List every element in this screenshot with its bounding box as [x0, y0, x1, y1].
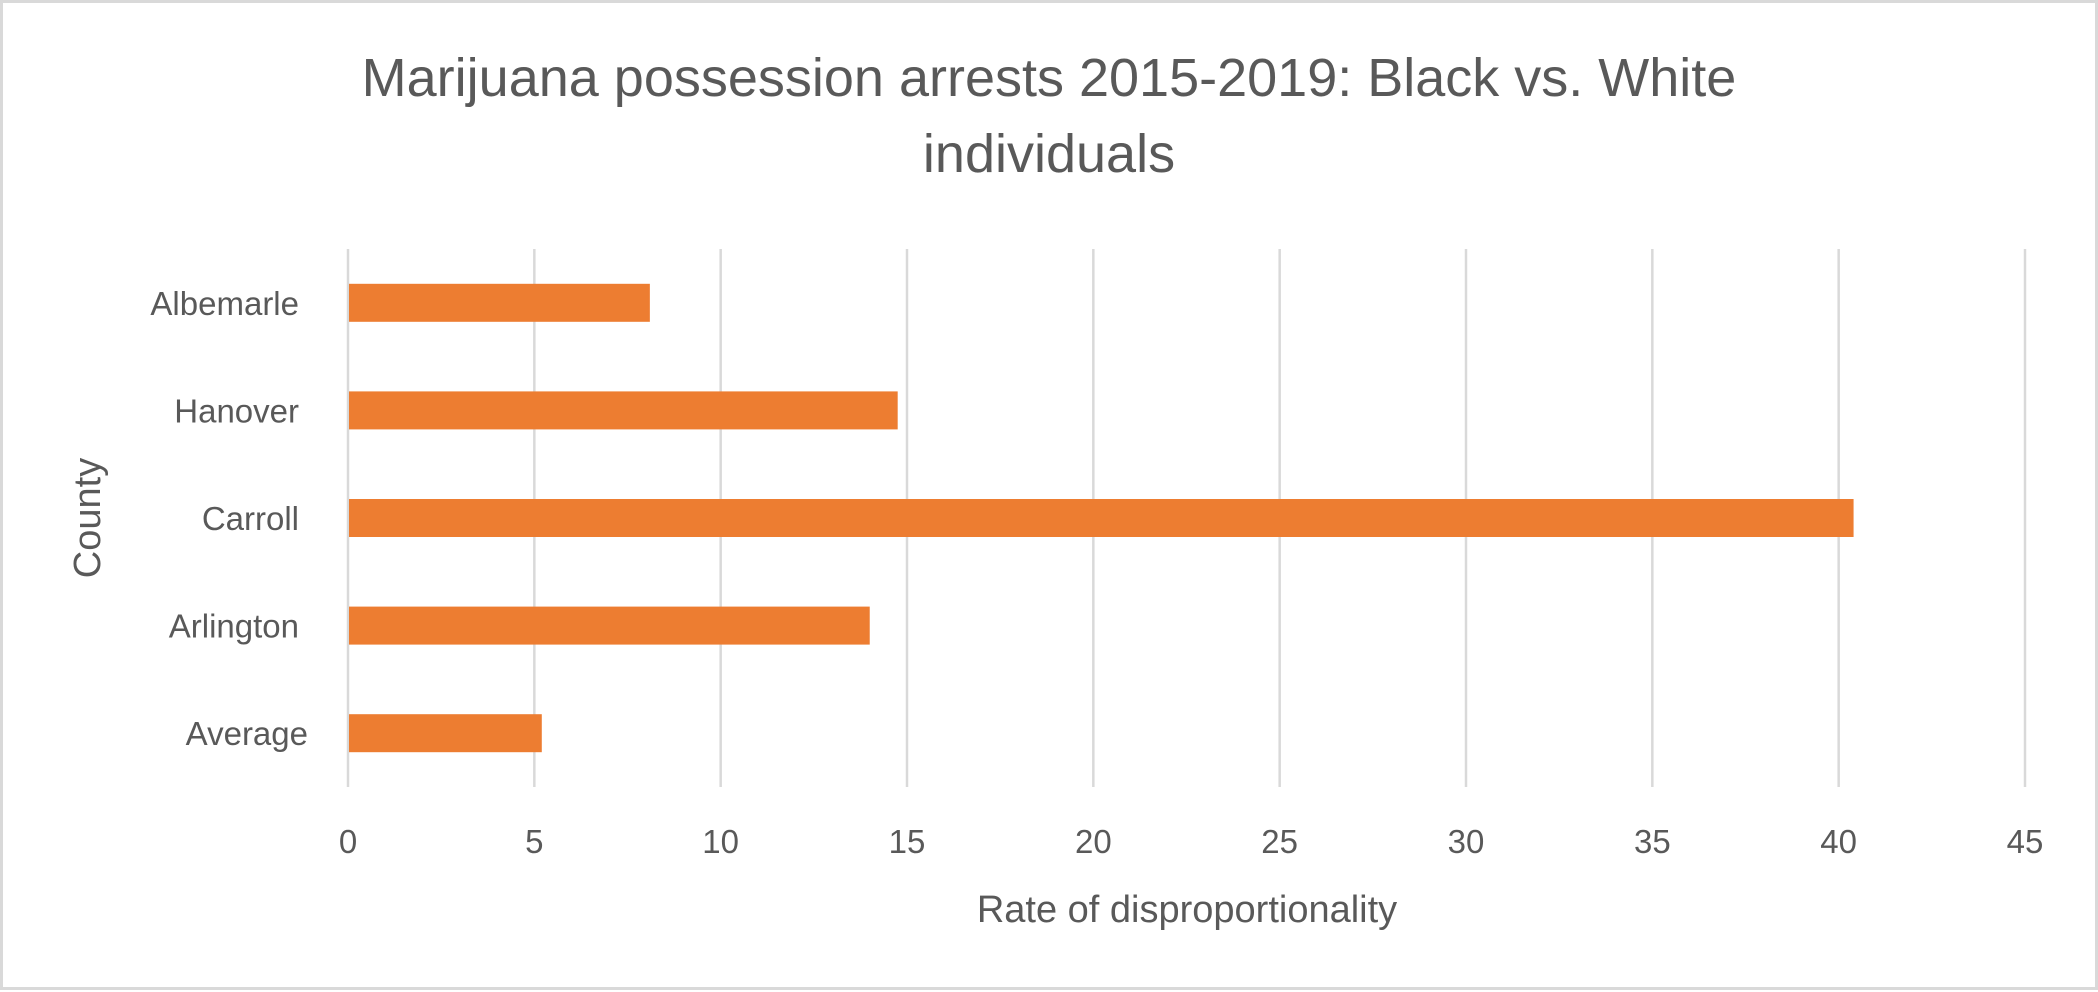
x-axis-tick-labels: 0 5 10 15 20 25 30 35 40 45 — [339, 823, 2044, 860]
y-category-label: Carroll — [202, 500, 299, 537]
chart-title-line-1: Marijuana possession arrests 2015-2019: … — [361, 48, 1737, 108]
x-tick-label: 20 — [1075, 823, 1112, 860]
y-category-label: Albemarle — [150, 285, 299, 322]
bar-hanover — [349, 391, 898, 430]
x-tick-label: 5 — [525, 823, 543, 860]
x-tick-label: 30 — [1448, 823, 1485, 860]
y-category-label: Hanover — [174, 392, 299, 429]
bar-arlington — [349, 606, 870, 645]
y-axis-title: County — [67, 458, 109, 578]
x-axis-title: Rate of disproportionality — [977, 889, 1397, 931]
chart-title: Marijuana possession arrests 2015-2019: … — [0, 40, 2098, 192]
x-tick-label: 0 — [339, 823, 357, 860]
x-tick-label: 45 — [2007, 823, 2044, 860]
bars — [349, 283, 1854, 753]
bar-albemarle — [349, 283, 650, 322]
x-tick-label: 15 — [889, 823, 926, 860]
bar-average — [349, 714, 542, 753]
y-category-label: Average — [186, 715, 308, 752]
x-tick-label: 10 — [702, 823, 739, 860]
x-tick-label: 40 — [1820, 823, 1857, 860]
chart-title-line-2: individuals — [922, 124, 1176, 184]
bar-carroll — [349, 499, 1854, 537]
y-axis-category-labels: Albemarle Hanover Carroll Arlington Average — [150, 285, 308, 752]
y-category-label: Arlington — [169, 608, 299, 645]
x-tick-label: 25 — [1261, 823, 1298, 860]
x-tick-label: 35 — [1634, 823, 1671, 860]
